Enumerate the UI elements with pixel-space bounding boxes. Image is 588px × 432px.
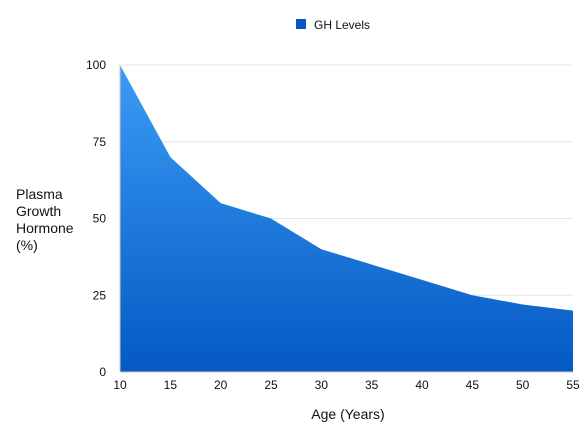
data-point-15 xyxy=(169,156,172,159)
x-tick-label-55: 55 xyxy=(566,378,580,392)
x-tick-label-20: 20 xyxy=(214,378,228,392)
legend: GH Levels xyxy=(296,18,370,32)
data-point-25 xyxy=(270,217,273,220)
axis-labels: Age (Years) Plasma Growth Hormone (%) xyxy=(16,186,385,422)
x-tick-label-40: 40 xyxy=(415,378,429,392)
legend-swatch xyxy=(296,19,306,29)
data-point-30 xyxy=(320,248,323,251)
x-tick-label-45: 45 xyxy=(466,378,480,392)
x-tick-label-15: 15 xyxy=(164,378,178,392)
x-tick-label-10: 10 xyxy=(113,378,127,392)
y-axis-label-line-1: Plasma xyxy=(16,186,63,202)
data-point-35 xyxy=(370,263,373,266)
x-axis-label: Age (Years) xyxy=(311,406,384,422)
x-tick-label-25: 25 xyxy=(264,378,278,392)
x-tick-label-30: 30 xyxy=(315,378,329,392)
y-axis-label-line-4: (%) xyxy=(16,237,38,253)
y-axis-label-line-3: Hormone xyxy=(16,220,74,236)
y-tick-label-100: 100 xyxy=(86,58,106,72)
y-tick-label-50: 50 xyxy=(93,212,107,226)
x-tick-label-50: 50 xyxy=(516,378,530,392)
y-tick-label-75: 75 xyxy=(93,135,107,149)
y-tick-label-25: 25 xyxy=(93,288,107,302)
y-axis-label-line-2: Growth xyxy=(16,203,61,219)
data-point-50 xyxy=(521,303,524,306)
data-point-20 xyxy=(219,202,222,205)
y-axis-label: Plasma Growth Hormone (%) xyxy=(16,186,74,253)
legend-label: GH Levels xyxy=(314,18,370,32)
data-point-45 xyxy=(471,294,474,297)
area-series xyxy=(120,65,575,372)
axes: 0 25 50 75 100 10 15 20 25 30 35 40 45 50 55 xyxy=(86,58,580,392)
data-point-40 xyxy=(421,278,424,281)
data-point-55 xyxy=(572,309,575,312)
x-tick-label-35: 35 xyxy=(365,378,379,392)
y-tick-label-0: 0 xyxy=(99,365,106,379)
area-gh-levels xyxy=(120,65,573,372)
